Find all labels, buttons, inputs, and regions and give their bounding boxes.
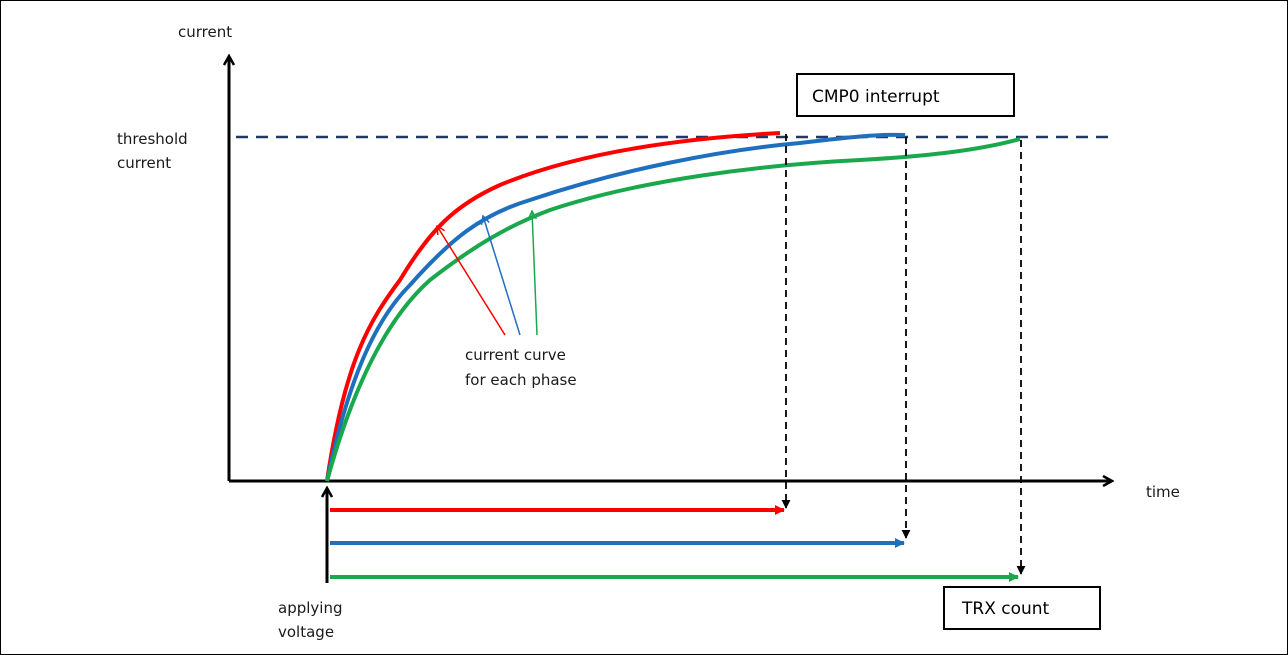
- y-axis-label: current: [178, 23, 232, 41]
- current-curve-red: [325, 131, 781, 482]
- current-curve-blue: [325, 132, 906, 482]
- current-curve-green: [325, 137, 1021, 482]
- voltage-label-line1: applying: [278, 599, 342, 617]
- threshold-label-line1: threshold: [117, 130, 188, 148]
- threshold-label-line2: current: [117, 154, 171, 172]
- pointer-arrow-green: [532, 211, 538, 336]
- pointer-arrow-blue: [483, 216, 521, 336]
- voltage-label-line2: voltage: [278, 623, 334, 641]
- curve-label-line2: for each phase: [465, 371, 577, 389]
- trx-count-box: [943, 586, 1101, 630]
- curve-label-line1: current curve: [465, 346, 566, 364]
- cmp0-interrupt-box: [796, 73, 1015, 117]
- trx-count-label: TRX count: [961, 599, 1050, 619]
- pointer-arrow-red: [437, 226, 506, 336]
- x-axis-label: time: [1146, 483, 1180, 501]
- cmp0-interrupt-label: CMP0 interrupt: [812, 87, 940, 107]
